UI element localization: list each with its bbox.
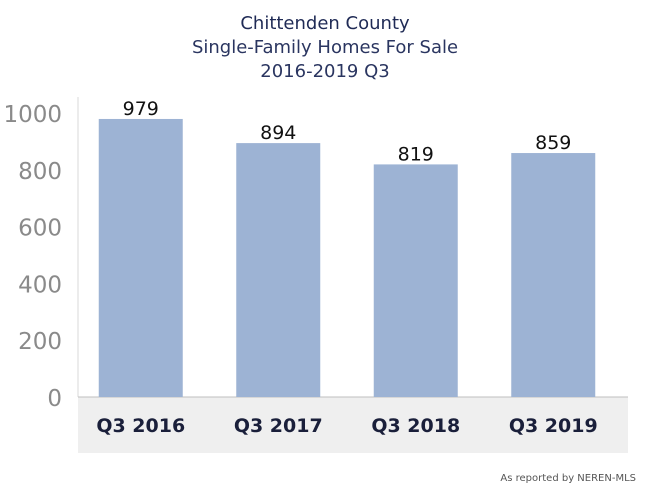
chart-subtitle: Single-Family Homes For Sale bbox=[191, 37, 459, 58]
data-label: 894 bbox=[260, 122, 296, 144]
y-tick-label: 0 bbox=[47, 386, 62, 412]
x-tick-label: Q3 2019 bbox=[509, 415, 598, 437]
data-label: 819 bbox=[398, 143, 434, 165]
source-note: As reported by NEREN-MLS bbox=[500, 473, 636, 484]
x-tick-label: Q3 2017 bbox=[234, 415, 323, 437]
y-tick-label: 200 bbox=[18, 329, 62, 355]
y-tick-label: 800 bbox=[18, 159, 62, 185]
chart-title-block: Chittenden County Single-Family Homes Fo… bbox=[0, 12, 650, 84]
data-label: 859 bbox=[535, 132, 571, 154]
bar bbox=[98, 118, 183, 398]
data-label: 979 bbox=[123, 98, 159, 120]
bar bbox=[236, 143, 321, 397]
category-band bbox=[78, 397, 628, 453]
x-tick-label: Q3 2016 bbox=[96, 415, 185, 437]
chart-title: Chittenden County bbox=[240, 13, 410, 34]
bar bbox=[373, 164, 458, 397]
chart-subtitle-years: 2016-2019 Q3 bbox=[260, 61, 390, 82]
y-tick-label: 400 bbox=[18, 272, 62, 298]
x-tick-label: Q3 2018 bbox=[371, 415, 460, 437]
y-tick-label: 1000 bbox=[3, 102, 62, 128]
bar bbox=[511, 153, 596, 397]
y-tick-label: 600 bbox=[18, 216, 62, 242]
